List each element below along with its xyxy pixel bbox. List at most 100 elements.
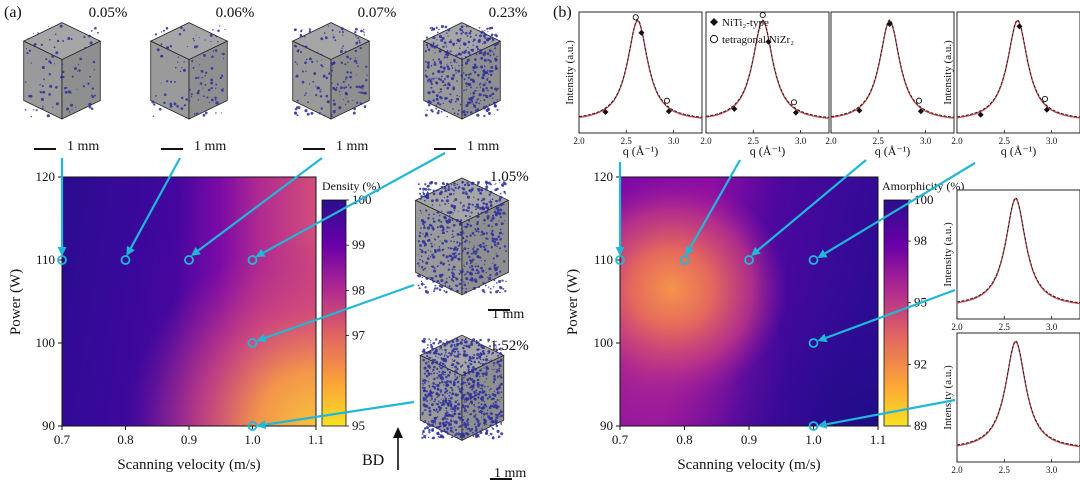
porosity-value: 0.23% [489, 5, 528, 21]
x-tick-label: 3.0 [920, 136, 932, 146]
scale-bar-label: 1 mm [194, 139, 226, 154]
arrowhead-icon [256, 333, 267, 343]
porosity-cube [149, 22, 229, 120]
y-tick-label: 110 [594, 252, 613, 267]
pointer-arrow [817, 398, 956, 429]
x-tick-label: 2.5 [999, 136, 1011, 146]
xrd-inset: 2.0 2.5 3.0 Intensity (a.u.) [942, 332, 1080, 475]
filled-diamond-icon [602, 108, 609, 115]
open-circle-icon [790, 99, 798, 106]
xrd-legend: NiTi₂-type tetragonal NiZr₂ [709, 17, 794, 46]
xrd-inset: 2.0 2.5 3.0 q (Å⁻¹) Intensity (a.u.) [942, 11, 1080, 158]
xrd-xlabel: q (Å⁻¹) [623, 144, 659, 158]
x-tick-label: 0.9 [181, 432, 197, 447]
marked-point [808, 338, 819, 348]
marked-point [744, 255, 754, 265]
pointer-arrow [817, 162, 976, 258]
x-tick-label: 1.0 [805, 432, 821, 447]
porosity-value: 1.52% [490, 338, 529, 354]
scale-bar-label: 1 mm [494, 466, 526, 481]
y-tick-label: 100 [36, 335, 56, 350]
density-colorbar: Density (%) 95979899100 [321, 179, 380, 433]
xrd-xlabel: q (Å⁻¹) [750, 144, 786, 158]
x-tick-label: 0.7 [54, 432, 71, 447]
colorbar-tick-label: 99 [352, 237, 365, 252]
filled-diamond-icon [638, 29, 645, 36]
xrd-ylabel: Intensity (a.u.) [942, 222, 954, 287]
pointer-arrow [685, 159, 741, 256]
arrowhead-icon [817, 419, 828, 429]
amorphicity-ylabel: Power (W) [565, 269, 581, 335]
arrowhead-icon [256, 420, 267, 430]
xrd-insets-right: 2.0 2.5 3.0 Intensity (a.u.) 2.0 2.5 3.0 Intens… [942, 189, 1080, 475]
amorphicity-axes: 0.7 0.8 0.9 1.0 1.1 90 100 110 120 [594, 169, 887, 447]
pointer-arrow [615, 162, 625, 256]
x-tick-label: 2.0 [700, 136, 712, 146]
x-tick-label: 1.1 [308, 432, 324, 447]
filled-diamond-icon [792, 109, 799, 116]
xrd-data-curve [956, 197, 1080, 304]
filled-diamond-icon [1043, 106, 1050, 113]
density-heatmap [61, 176, 317, 427]
x-tick-label: 2.0 [951, 322, 963, 332]
y-tick-label: 90 [600, 418, 613, 433]
filled-diamond-icon [856, 107, 863, 114]
open-circle-icon [663, 97, 671, 104]
amorphicity-xlabel: Scanning velocity (m/s) [677, 457, 820, 473]
xrd-insets-top: 2.0 2.5 3.0 q (Å⁻¹) Intensity (a.u.) 2.0 2.5 3.… [564, 11, 1080, 158]
arrowhead-icon [615, 247, 625, 256]
xrd-inset: 2.0 2.5 3.0 Intensity (a.u.) [942, 189, 1080, 332]
porosity-cube [291, 22, 371, 120]
x-tick-label: 3.0 [1046, 136, 1058, 146]
scale-bar-label: 1 mm [336, 139, 368, 154]
pointer-arrow [751, 159, 867, 256]
xrd-data-curve [956, 340, 1080, 447]
x-tick-label: 0.8 [117, 432, 133, 447]
x-tick-label: 3.0 [795, 136, 807, 146]
colorbar-tick-label: 92 [914, 356, 927, 371]
xrd-xlabel: q (Å⁻¹) [875, 144, 911, 158]
amorphicity-colorbar-label: Amorphicity (%) [882, 179, 964, 193]
cyan-arrows [57, 152, 976, 430]
y-tick-label: 100 [594, 335, 614, 350]
arrowhead-icon [126, 245, 135, 256]
x-tick-label: 2.0 [951, 465, 963, 475]
scale-bar-label: 1 mm [67, 139, 99, 154]
density-axes: 0.7 0.8 0.9 1.0 1.1 90 100 110 120 [36, 169, 325, 447]
panel-b-label: (b) [553, 4, 572, 21]
x-tick-label: 0.7 [612, 432, 629, 447]
pointer-arrow [191, 157, 323, 256]
porosity-value: 0.06% [216, 5, 255, 21]
marked-point [120, 255, 131, 265]
marked-point [184, 255, 194, 265]
filled-diamond-icon [765, 38, 772, 45]
density-colorbar-label: Density (%) [322, 179, 380, 193]
xrd-ylabel: Intensity (a.u.) [942, 365, 954, 430]
density-xlabel: Scanning velocity (m/s) [117, 457, 260, 473]
legend-nitype: NiTi₂-type [722, 17, 769, 29]
xrd-data-curve [705, 19, 830, 118]
x-tick-label: 2.5 [999, 465, 1011, 475]
x-tick-label: 1.0 [244, 432, 260, 447]
pointer-arrow [256, 283, 415, 343]
porosity-value: 0.05% [89, 5, 128, 21]
x-tick-label: 3.0 [1046, 465, 1058, 475]
xrd-xlabel: q (Å⁻¹) [1001, 144, 1037, 158]
filled-diamond-icon [917, 108, 924, 115]
x-tick-label: 2.0 [573, 136, 585, 146]
open-circle-icon [632, 14, 639, 21]
pointer-arrow [256, 400, 415, 430]
x-tick-label: 2.0 [951, 136, 963, 146]
x-tick-label: 2.5 [873, 136, 885, 146]
density-ylabel: Power (W) [8, 269, 24, 335]
filled-diamond-icon [731, 105, 738, 112]
pointer-arrow [817, 288, 956, 343]
arrowhead-icon [191, 247, 201, 256]
marked-point [247, 255, 258, 265]
filled-diamond-icon [665, 108, 672, 115]
x-tick-label: 3.0 [668, 136, 680, 146]
porosity-cubes-top: 0.05% 1 mm 0.06% 1 mm 0.07% 1 mm 0.23% 1 mm [22, 5, 528, 154]
porosity-cube [419, 334, 505, 441]
arrowhead-icon [817, 333, 828, 343]
xrd-inset: 2.0 2.5 3.0 q (Å⁻¹) [825, 11, 955, 158]
